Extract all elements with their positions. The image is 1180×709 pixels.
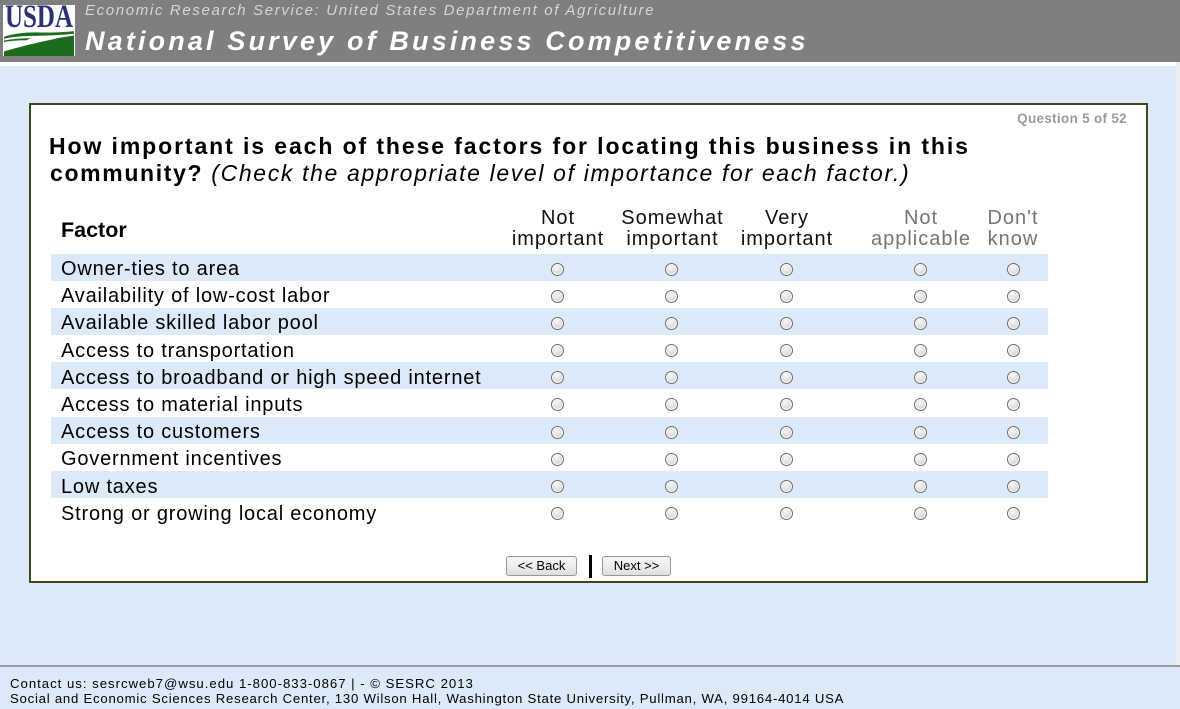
svg-text:USDA: USDA bbox=[5, 5, 73, 35]
